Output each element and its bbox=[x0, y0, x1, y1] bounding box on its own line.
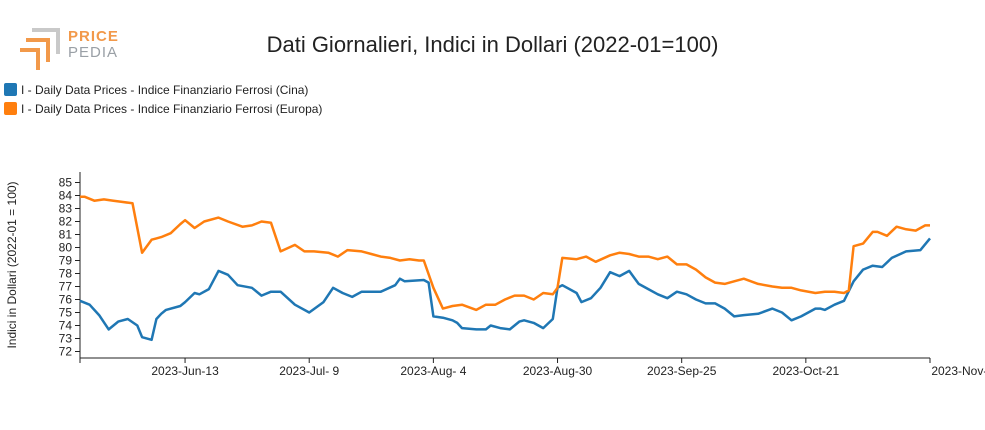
y-tick-label: 84 bbox=[59, 189, 73, 203]
logo-mark-icon bbox=[20, 28, 60, 70]
y-tick-label: 85 bbox=[59, 176, 73, 190]
series-line-europa bbox=[80, 195, 930, 312]
x-tick-label: 2023-Aug-30 bbox=[523, 364, 593, 378]
x-tick-label: 2023-Sep-25 bbox=[647, 364, 717, 378]
legend-item-cina[interactable]: I - Daily Data Prices - Indice Finanziar… bbox=[4, 80, 322, 99]
y-tick-label: 79 bbox=[59, 254, 73, 268]
pricepedia-logo: PRICE PEDIA bbox=[18, 22, 128, 72]
series-line-cina bbox=[79, 237, 931, 342]
legend-swatch-cina bbox=[4, 83, 17, 96]
logo-text-pedia: PEDIA bbox=[68, 44, 119, 61]
legend-label-europa: I - Daily Data Prices - Indice Finanziar… bbox=[21, 101, 323, 116]
chart-title: Dati Giornalieri, Indici in Dollari (202… bbox=[266, 32, 719, 57]
y-tick-label: 82 bbox=[59, 215, 73, 229]
y-tick-label: 75 bbox=[59, 306, 73, 320]
plot-lines bbox=[79, 195, 931, 342]
x-tick-label: 2023-Jul- 9 bbox=[279, 364, 339, 378]
legend-swatch-europa bbox=[4, 102, 17, 115]
y-tick-label: 76 bbox=[59, 293, 73, 307]
y-tick-label: 73 bbox=[59, 332, 73, 346]
y-tick-label: 80 bbox=[59, 241, 73, 255]
legend-item-europa[interactable]: I - Daily Data Prices - Indice Finanziar… bbox=[4, 99, 322, 118]
y-tick-label: 83 bbox=[59, 202, 73, 216]
y-tick-label: 72 bbox=[59, 345, 73, 359]
logo-text-price: PRICE bbox=[68, 28, 119, 45]
y-tick-label: 77 bbox=[59, 280, 73, 294]
legend-label-cina: I - Daily Data Prices - Indice Finanziar… bbox=[21, 82, 309, 97]
y-tick-label: 74 bbox=[59, 319, 73, 333]
x-tick-label: 2023-Oct-21 bbox=[772, 364, 839, 378]
x-tick-label: 2023-Jun-13 bbox=[151, 364, 219, 378]
x-tick-label: 2023-Aug- 4 bbox=[400, 364, 466, 378]
y-tick-label: 78 bbox=[59, 267, 73, 281]
chart-legend: I - Daily Data Prices - Indice Finanziar… bbox=[4, 80, 322, 118]
y-tick-label: 81 bbox=[59, 228, 73, 242]
x-tick-label: 2023-Nov-16 bbox=[931, 364, 985, 378]
